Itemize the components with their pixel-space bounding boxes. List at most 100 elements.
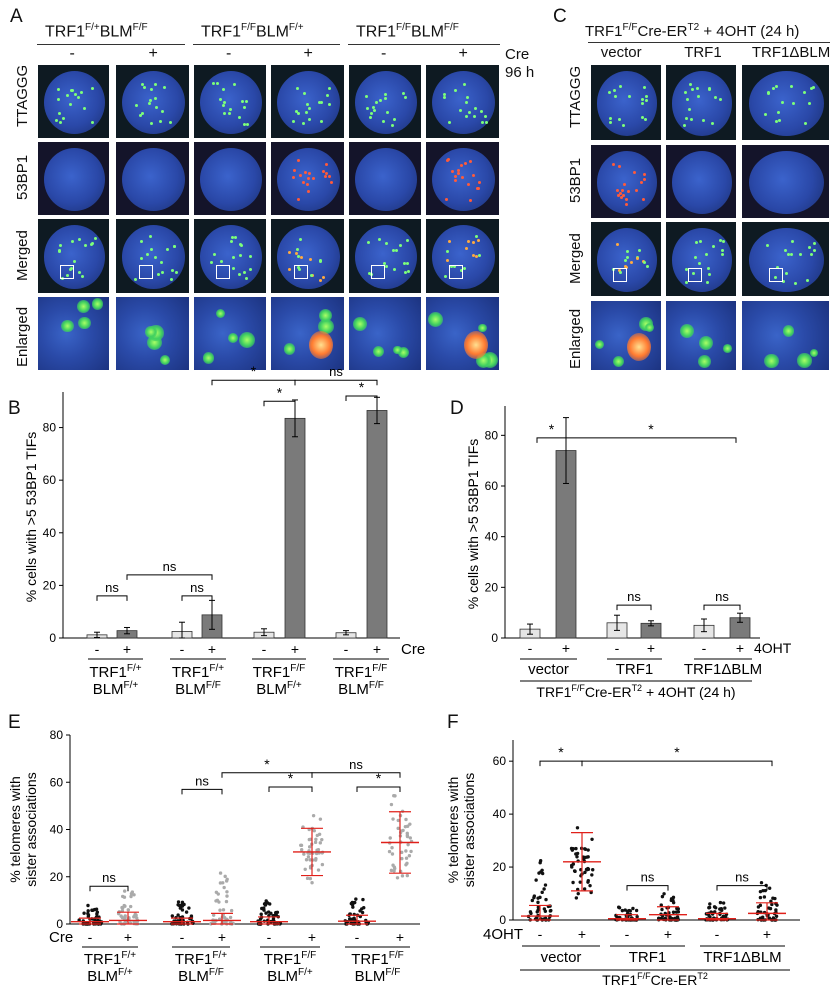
panel-e-pt bbox=[262, 906, 266, 910]
panel-e-pt bbox=[395, 876, 400, 880]
panel-e-pt bbox=[118, 920, 122, 924]
panel-e-sign-1: + bbox=[124, 929, 132, 945]
panel-e-pt bbox=[122, 903, 126, 908]
panel-b-sig-3-label: * bbox=[251, 363, 257, 379]
panel-f-pt bbox=[590, 873, 594, 877]
panel-e-pt bbox=[264, 911, 268, 915]
panel-b-ytick-0: 0 bbox=[49, 631, 56, 645]
panel-c-col-1: TRF1 bbox=[684, 44, 722, 61]
panel-e-pt bbox=[400, 856, 404, 861]
panel-f-pt bbox=[574, 846, 578, 851]
panel-f-ylabel-1: % telomeres with bbox=[445, 777, 461, 884]
panel-e-pt bbox=[132, 915, 136, 919]
panel-c-cell-r2-c0 bbox=[590, 221, 662, 297]
panel-f-pt bbox=[534, 878, 538, 882]
panel-f-group-0: vector bbox=[541, 949, 582, 966]
panel-f-sig-0 bbox=[539, 760, 583, 767]
panel-d-ytick-40: 40 bbox=[485, 530, 499, 544]
panel-b-sig-1 bbox=[126, 574, 213, 580]
panel-a-cell-r1-c3 bbox=[270, 141, 345, 216]
panel-c-col-2: TRF1ΔBLM bbox=[751, 44, 831, 61]
panel-f-ylabel-2: sister associations bbox=[461, 773, 477, 887]
panel-f-pt bbox=[543, 883, 548, 887]
panel-f-pt bbox=[675, 906, 679, 911]
panel-a-sign-2: - bbox=[226, 45, 232, 62]
panel-b-sign-3: + bbox=[208, 641, 216, 657]
panel-d-ytick-80: 80 bbox=[485, 428, 499, 442]
panel-e-pt bbox=[393, 794, 397, 798]
panel-e-pt bbox=[259, 912, 263, 916]
panel-d-sig-1 bbox=[565, 437, 737, 443]
panel-a-sign-4: - bbox=[381, 45, 387, 62]
panel-e-sig-0 bbox=[89, 885, 129, 892]
panel-b-sig-2 bbox=[181, 595, 213, 601]
panel-f-pt bbox=[620, 908, 625, 913]
panel-e-pt bbox=[404, 849, 408, 853]
panel-e-ylabel-1: % telomeres with bbox=[7, 776, 23, 883]
panel-b-sig-0-label: ns bbox=[105, 580, 119, 595]
panel-f-pt bbox=[707, 906, 711, 910]
panel-f-pt bbox=[635, 914, 639, 919]
panel-d-sign-1: + bbox=[562, 640, 570, 656]
panel-f-pt bbox=[634, 908, 639, 913]
panel-e-group-1-blm: BLMF/F bbox=[178, 967, 224, 985]
panel-e-pt bbox=[123, 916, 127, 920]
panel-f-pt bbox=[582, 887, 587, 891]
panel-e-letter: E bbox=[8, 712, 21, 733]
panel-f-sign-1: + bbox=[578, 926, 586, 942]
panel-f-pt bbox=[770, 902, 774, 907]
panel-f-pt bbox=[721, 901, 726, 905]
panel-a-sign-1: + bbox=[148, 45, 158, 62]
panel-b-sig-6-label: * bbox=[359, 379, 365, 395]
panel-d-sign-0: - bbox=[528, 640, 533, 656]
panel-b-sig-0 bbox=[96, 595, 128, 601]
panel-a-cell-r1-c1 bbox=[115, 141, 190, 216]
panel-e-ylabel-2: sister associations bbox=[23, 772, 39, 886]
panel-e-pt bbox=[388, 836, 392, 840]
panel-e-pt bbox=[266, 910, 271, 914]
panel-e-pt bbox=[404, 856, 409, 860]
panel-d-sig-3-label: ns bbox=[715, 589, 729, 604]
panel-f-pt bbox=[659, 903, 663, 907]
panel-f-pt bbox=[768, 906, 773, 911]
panel-f-pt bbox=[574, 896, 579, 900]
panel-e-ytick-80: 80 bbox=[50, 728, 64, 742]
panel-b-group-1-blm: BLMF/F bbox=[175, 680, 221, 698]
panel-b-ytick-60: 60 bbox=[43, 473, 57, 487]
panel-b-cre: Cre bbox=[401, 641, 425, 658]
panel-e-pt bbox=[222, 885, 226, 890]
panel-f-sig-2-label: ns bbox=[641, 870, 655, 885]
panel-e-pt bbox=[218, 881, 223, 885]
panel-a-cell-r3-c1 bbox=[115, 296, 190, 371]
panel-e-pt bbox=[184, 910, 189, 914]
panel-a-cell-r1-c4 bbox=[348, 141, 422, 216]
panel-f-ytick-60: 60 bbox=[493, 754, 507, 768]
panel-a-cell-r0-c5 bbox=[425, 64, 500, 139]
panel-e-pt bbox=[312, 828, 316, 833]
panel-f-pt bbox=[631, 906, 635, 911]
panel-c-cell-r3-c0 bbox=[590, 300, 662, 371]
panel-a-group-1: TRF1F/FBLMF/+ bbox=[201, 22, 304, 41]
panel-f-sign-3: + bbox=[664, 926, 672, 942]
panel-c-cell-r0-c1 bbox=[665, 64, 737, 141]
panel-e-pt bbox=[311, 813, 316, 818]
panel-f-pt bbox=[532, 894, 537, 898]
panel-e-pt bbox=[221, 908, 226, 912]
panel-e-sign-4: - bbox=[267, 929, 272, 945]
panel-b-sign-0: - bbox=[95, 641, 100, 657]
panel-e-pt bbox=[362, 906, 366, 910]
panel-d-group-1: TRF1 bbox=[616, 661, 654, 678]
panel-a-cell-r0-c3 bbox=[270, 64, 345, 139]
panel-f-sign-2: - bbox=[625, 926, 630, 942]
panel-a-cell-r2-c0 bbox=[37, 218, 110, 294]
panel-c-cell-r3-c2 bbox=[741, 300, 830, 371]
panel-a-group-2: TRF1F/FBLMF/F bbox=[356, 22, 459, 41]
panel-e-pt bbox=[86, 909, 90, 913]
panel-e-pt bbox=[305, 876, 310, 881]
panel-f-pt bbox=[758, 895, 763, 900]
panel-e-group-1-trf1: TRF1F/+ bbox=[175, 950, 227, 968]
panel-f-pt bbox=[542, 887, 546, 891]
panel-d-group-2: TRF1ΔBLM bbox=[684, 661, 762, 678]
panel-f-pt bbox=[762, 895, 767, 899]
panel-f-pt bbox=[719, 906, 723, 911]
